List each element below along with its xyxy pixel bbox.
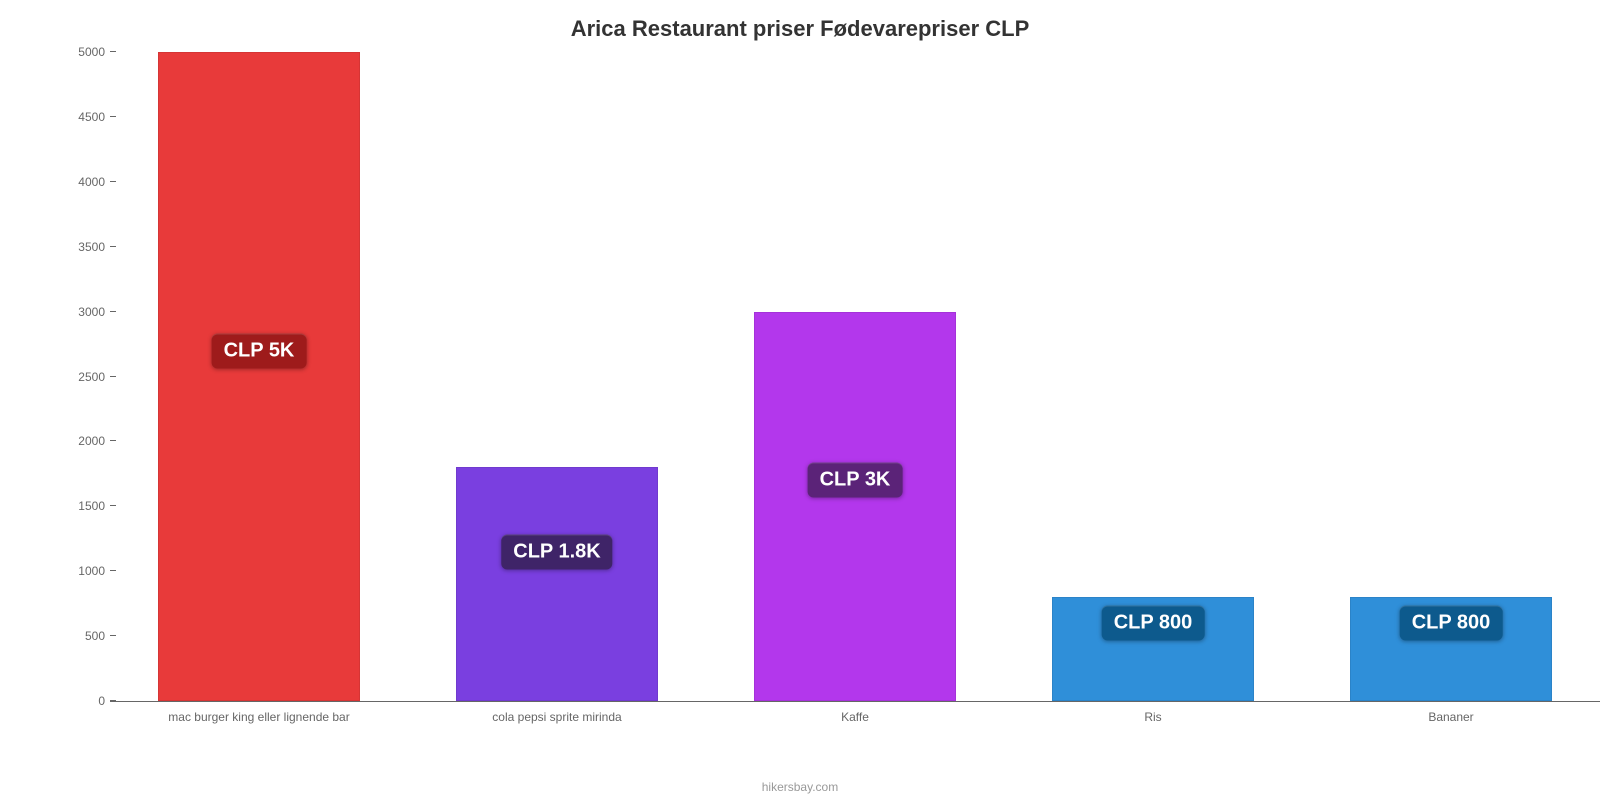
y-tick-label: 3000 [65,305,105,319]
bar [754,312,957,701]
credit-text: hikersbay.com [0,780,1600,794]
y-tick-label: 0 [65,694,105,708]
plot-inner: CLP 5KCLP 1.8KCLP 3KCLP 800CLP 800 05001… [110,52,1600,702]
y-tick-label: 1000 [65,564,105,578]
x-tick-label: mac burger king eller lignende bar [110,704,408,732]
y-tick-label: 4000 [65,175,105,189]
y-tick-mark [110,570,116,571]
y-tick-label: 4500 [65,110,105,124]
x-tick-label: cola pepsi sprite mirinda [408,704,706,732]
y-tick-label: 5000 [65,45,105,59]
y-tick-mark [110,376,116,377]
x-tick-label: Bananer [1302,704,1600,732]
y-tick-label: 500 [65,629,105,643]
y-tick-mark [110,635,116,636]
y-tick-mark [110,505,116,506]
bar-value-label: CLP 1.8K [501,534,612,569]
chart-container: Arica Restaurant priser Fødevarepriser C… [0,0,1600,800]
bar-value-label: CLP 3K [808,463,903,498]
y-tick-label: 2500 [65,370,105,384]
bar [158,52,361,701]
bars-group: CLP 5K CLP 1.8K CLP 3K CLP 800 CLP 800 [110,52,1600,701]
bar-slot: CLP 800 [1004,52,1302,701]
x-tick-label: Kaffe [706,704,1004,732]
y-tick-mark [110,116,116,117]
plot-area: CLP 5KCLP 1.8KCLP 3KCLP 800CLP 800 05001… [70,52,1600,732]
bar-slot: CLP 3K [706,52,1004,701]
y-tick-mark [110,700,116,701]
bar-slot: CLP 5K [110,52,408,701]
y-tick-label: 1500 [65,499,105,513]
y-tick-label: 2000 [65,434,105,448]
y-tick-mark [110,440,116,441]
bar-slot: CLP 800 [1302,52,1600,701]
y-tick-mark [110,311,116,312]
bar [456,467,659,701]
y-tick-mark [110,181,116,182]
bar-value-label: CLP 800 [1400,606,1503,641]
x-tick-label: Ris [1004,704,1302,732]
y-tick-mark [110,51,116,52]
x-axis-ticks: mac burger king eller lignende barcola p… [110,704,1600,732]
y-tick-label: 3500 [65,240,105,254]
y-tick-mark [110,246,116,247]
bar-value-label: CLP 800 [1102,606,1205,641]
bar-slot: CLP 1.8K [408,52,706,701]
bar-value-label: CLP 5K [212,333,307,368]
chart-title: Arica Restaurant priser Fødevarepriser C… [30,16,1570,42]
